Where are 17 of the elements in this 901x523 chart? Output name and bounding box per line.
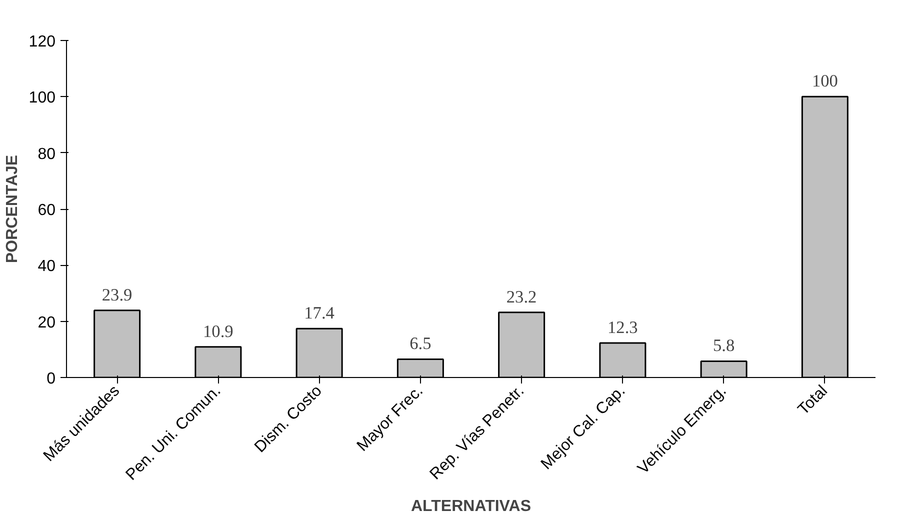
- y-tick-label: 120: [28, 34, 56, 50]
- data-label: 23.2: [506, 287, 537, 306]
- x-axis-title: ALTERNATIVAS: [411, 498, 532, 515]
- data-label: 17.4: [304, 304, 335, 323]
- data-label: 100: [812, 72, 838, 91]
- data-label: 6.5: [410, 334, 432, 354]
- y-tick-label: 20: [38, 314, 56, 332]
- data-label: 10.9: [203, 322, 234, 341]
- y-tick-label: 40: [38, 258, 56, 276]
- y-tick-label: 0: [46, 370, 56, 388]
- y-tick-label: 80: [38, 146, 56, 163]
- y-axis-title: PORCENTAJE: [4, 154, 21, 264]
- y-tick-label: 60: [38, 202, 56, 219]
- data-label: 5.8: [712, 336, 735, 356]
- y-tick-label: 100: [28, 90, 56, 107]
- data-label: 12.3: [608, 318, 638, 337]
- data-label: 23.9: [102, 285, 132, 304]
